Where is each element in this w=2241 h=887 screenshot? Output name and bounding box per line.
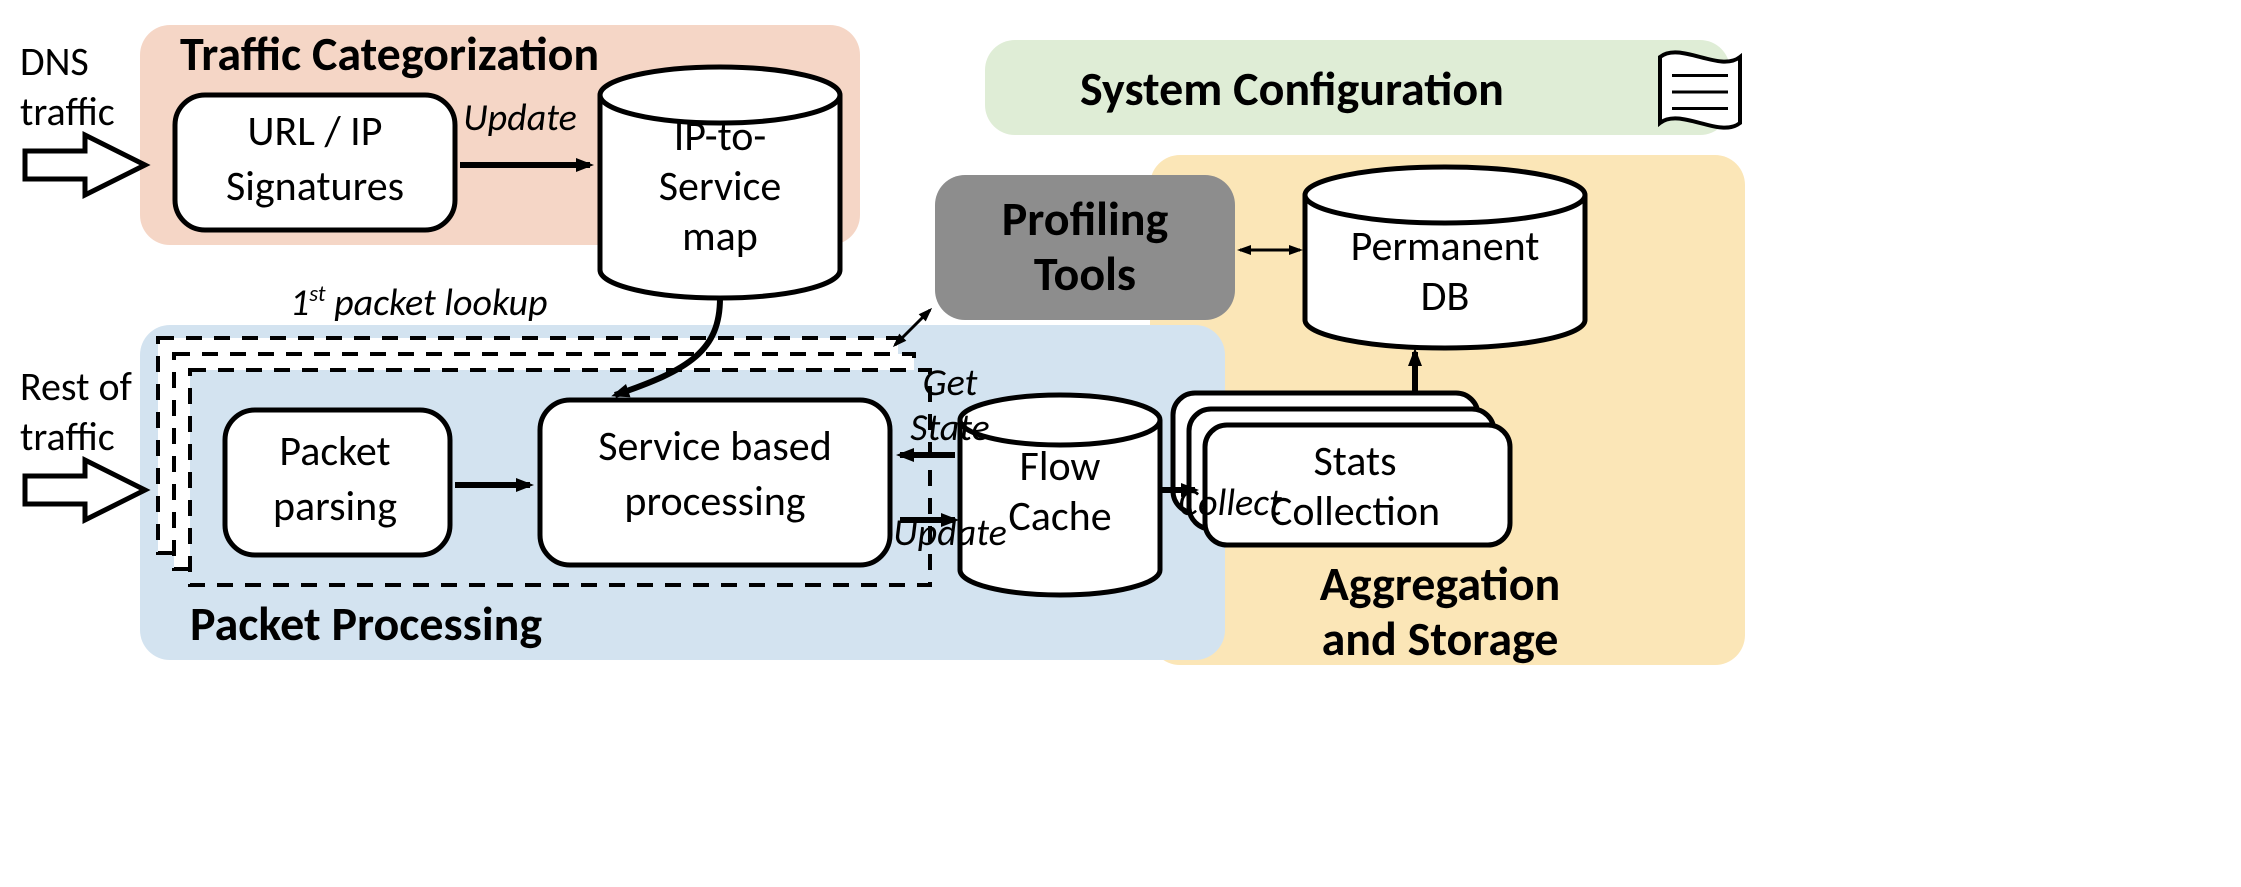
svg-text:Packet: Packet [279, 426, 390, 477]
svg-text:Collect: Collect [1178, 480, 1282, 526]
svg-text:parsing: parsing [273, 481, 397, 532]
svg-text:and Storage: and Storage [1322, 609, 1559, 668]
svg-text:Traffic Categorization: Traffic Categorization [180, 24, 599, 83]
svg-text:traffic: traffic [20, 87, 115, 136]
svg-text:Permanent: Permanent [1351, 221, 1540, 272]
architecture-diagram: Traffic Categorization System Configurati… [0, 0, 2241, 887]
svg-text:Update: Update [463, 95, 576, 141]
svg-text:Signatures: Signatures [226, 161, 404, 212]
svg-text:Cache: Cache [1008, 491, 1111, 542]
svg-text:DNS: DNS [20, 37, 89, 86]
svg-text:Stats: Stats [1313, 436, 1396, 487]
svg-text:processing: processing [624, 476, 805, 527]
svg-text:IP-to-: IP-to- [674, 111, 767, 162]
config-scroll-icon [1660, 52, 1740, 127]
svg-text:Get: Get [923, 360, 978, 406]
svg-text:Tools: Tools [1034, 244, 1136, 303]
svg-text:URL / IP: URL / IP [248, 106, 383, 157]
svg-text:Aggregation: Aggregation [1320, 554, 1561, 613]
svg-text:Update: Update [893, 510, 1006, 556]
svg-text:1st packet lookup: 1st packet lookup [290, 280, 548, 326]
svg-text:Packet Processing: Packet Processing [190, 594, 542, 653]
svg-text:Profiling: Profiling [1002, 189, 1169, 248]
svg-text:map: map [682, 211, 758, 262]
svg-text:Rest of: Rest of [20, 362, 132, 411]
svg-text:State: State [910, 405, 989, 451]
svg-text:Service based: Service based [598, 421, 832, 472]
svg-text:Collection: Collection [1270, 486, 1440, 537]
svg-text:traffic: traffic [20, 412, 115, 461]
svg-text:Flow: Flow [1020, 441, 1101, 492]
input-arrow-icon [25, 135, 145, 195]
svg-text:DB: DB [1421, 271, 1470, 322]
svg-text:Service: Service [659, 161, 782, 212]
svg-text:System Configuration: System Configuration [1080, 59, 1504, 118]
input-arrow-icon [25, 460, 145, 520]
